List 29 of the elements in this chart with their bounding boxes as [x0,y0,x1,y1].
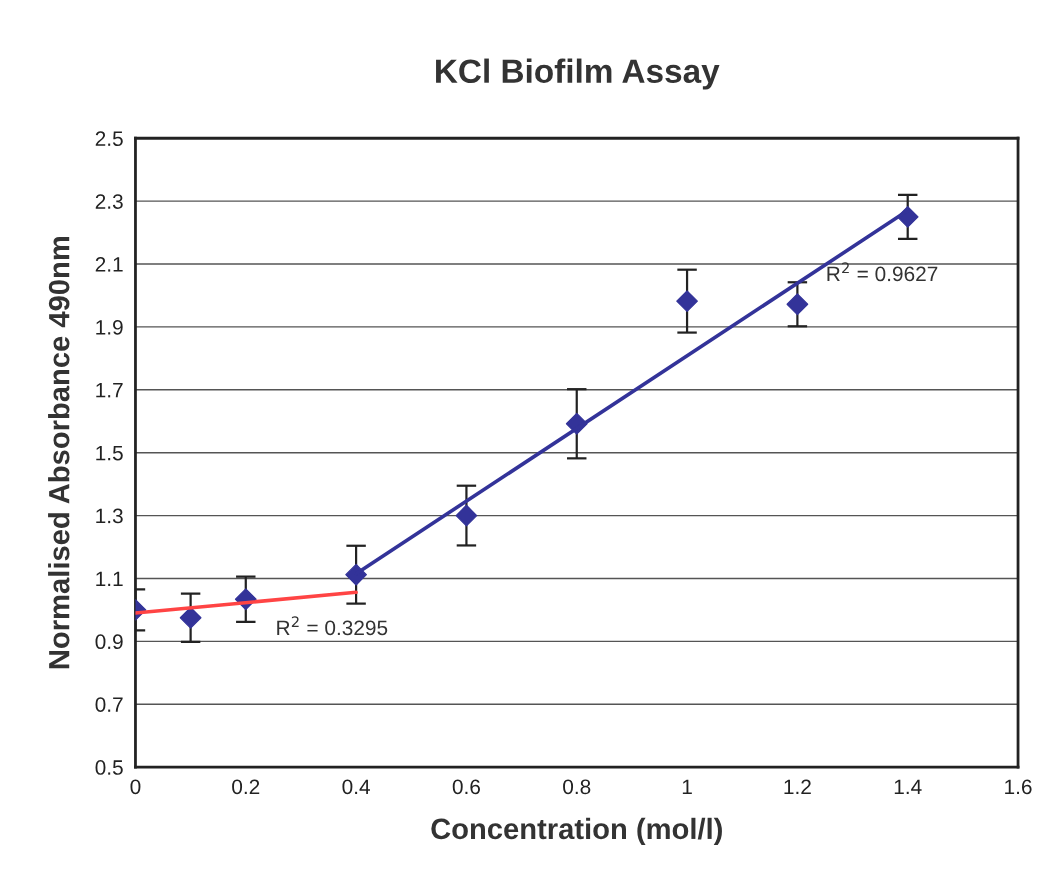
point [179,606,202,629]
y-tick-label: 1.5 [96,445,123,461]
x-tick-label: 0.2 [232,779,260,795]
x-tick-label: 0.6 [452,779,480,795]
y-tick-label: 0.9 [95,634,123,650]
point [786,293,809,316]
point [455,504,478,527]
y-tick-label: 0.5 [95,760,123,775]
y-tick-label: 1.1 [96,571,123,587]
y-tick-label: 2.3 [95,194,123,209]
y-tick-label: 2.1 [95,257,123,272]
x-axis-title: Concentration (mol/l) [431,817,722,845]
y-tick-label: 0.7 [95,697,123,712]
point [676,290,698,313]
x-tick-label: 1.2 [784,779,811,795]
x-tick-label: 1.6 [1005,779,1032,795]
y-tick-label: 1.7 [96,383,123,398]
x-tick-label: 0.8 [563,779,591,795]
y-tick-label: 1.3 [96,508,123,524]
x-tick-label: 0.4 [342,779,370,795]
x-tick-label: 1 [682,779,692,795]
y-axis-title: Normalised Absorbance 490nm [48,237,70,669]
x-tick-label: 1.4 [894,779,922,795]
y-tick-label: 1.9 [96,319,123,335]
x-tick-label: 0 [130,779,141,795]
y-tick-label: 2.5 [95,131,123,147]
annotation: R$^{2}$ = 0.9627 [827,262,938,282]
annotation: R$^{2}$ = 0.3295 [277,616,388,636]
chart-title: KCl Biofilm Assay [436,58,720,90]
